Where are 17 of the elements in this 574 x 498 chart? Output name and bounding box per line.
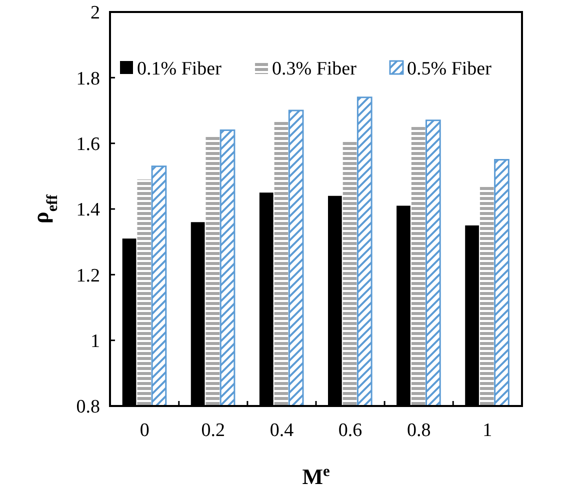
- y-tick-label: 1.8: [76, 68, 100, 90]
- y-tick-label: 2: [90, 2, 100, 24]
- y-tick-label: 0.8: [76, 396, 100, 418]
- x-tick-label: 0.6: [338, 420, 362, 441]
- y-tick-label: 1: [90, 330, 100, 352]
- y-tick-label: 1.6: [76, 134, 100, 155]
- x-tick-label: 0.4: [270, 420, 294, 441]
- y-tick-label: 1.4: [76, 200, 100, 221]
- legend-label: 0.5% Fiber: [407, 58, 492, 80]
- legend-label: 0.3% Fiber: [272, 58, 358, 80]
- x-tick-label: 1: [482, 420, 492, 441]
- x-tick-label: 0: [140, 420, 150, 441]
- x-axis-title: M$^{e}$: [302, 462, 330, 489]
- y-tick-label: 1.2: [76, 265, 100, 286]
- legend-label: 0.1% Fiber: [137, 58, 222, 80]
- x-tick-label: 0.8: [406, 420, 431, 441]
- x-tick-label: 0.2: [201, 420, 226, 441]
